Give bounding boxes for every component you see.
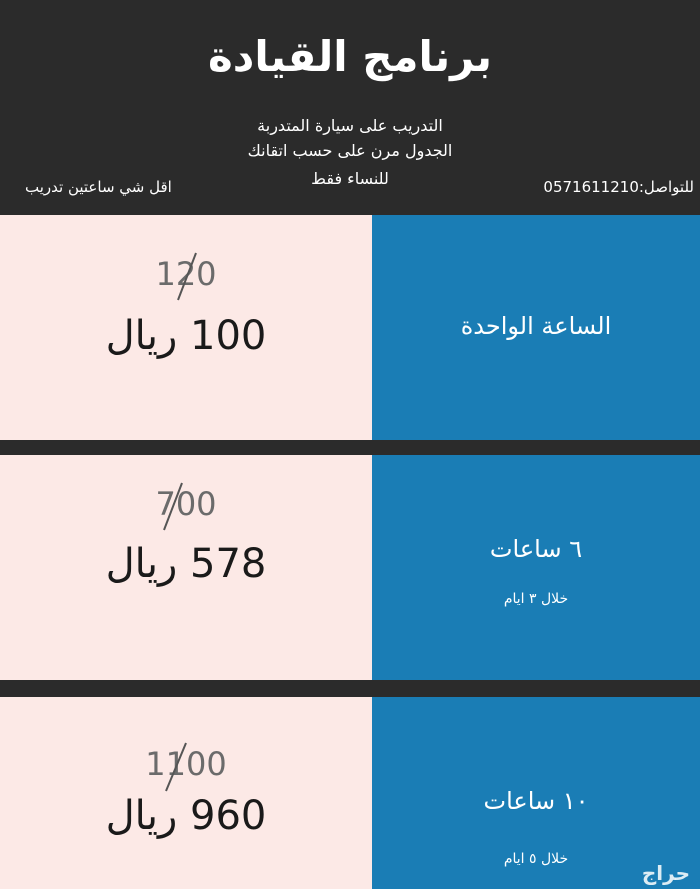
price: 100 ريال <box>105 313 267 359</box>
contact: للتواصل:0571611210 <box>543 178 694 196</box>
plan: ٦ ساعات <box>489 535 583 563</box>
old-price: 120 <box>155 255 217 293</box>
duration: خلال ٥ ايام <box>503 851 569 867</box>
plan: ١٠ ساعات <box>483 787 589 815</box>
plan-panel <box>372 697 700 889</box>
price-row: 120 100 ريال الساعة الواحدة <box>0 215 700 440</box>
plan: الساعة الواحدة <box>460 312 612 340</box>
price-panel <box>0 455 372 680</box>
subtitle-line: للنساء فقط <box>311 169 389 188</box>
price-panel <box>0 697 372 889</box>
strike-slash <box>163 482 183 531</box>
subtitle-line: التدريب على سيارة المتدربة <box>257 116 443 135</box>
duration: خلال ٣ ايام <box>503 591 569 607</box>
title: برنامج القيادة <box>208 32 492 81</box>
plan-panel <box>372 215 700 440</box>
price: 578 ريال <box>105 541 267 587</box>
plan-panel <box>372 455 700 680</box>
old-price: 1100 <box>145 745 227 783</box>
price: 960 ريال <box>105 793 267 839</box>
strike-slash <box>177 252 197 301</box>
watermark: حراج <box>641 861 690 885</box>
header: برنامج القيادة التدريب على سيارة المتدرب… <box>0 0 700 215</box>
minimum-note: اقل شي ساعتين تدريب <box>25 178 172 196</box>
price-row: 1100 960 ريال ١٠ ساعات خلال ٥ ايام <box>0 697 700 889</box>
strike-slash <box>165 742 187 792</box>
old-price: 700 <box>155 485 217 523</box>
subtitle-line: الجدول مرن على حسب اتقانك <box>247 141 453 160</box>
price-row: 700 578 ريال ٦ ساعات خلال ٣ ايام <box>0 455 700 680</box>
price-panel <box>0 215 372 440</box>
